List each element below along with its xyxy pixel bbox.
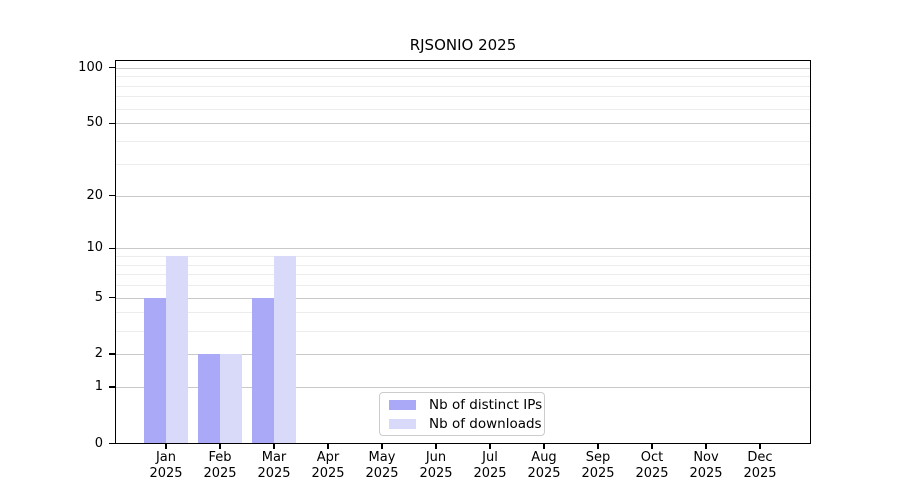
gridline-minor [115,312,811,314]
x-tick-label: Sep 2025 [581,449,615,482]
gridline-minor [115,255,811,257]
legend-swatch-distinct-ips-icon [389,399,416,410]
x-tick-mark [273,443,275,449]
x-tick-label: Nov 2025 [689,449,723,482]
gridline-minor [115,264,811,266]
bar-distinct-ips [198,354,220,444]
y-tick-label: 2 [94,346,103,362]
legend: Nb of distinct IPs Nb of downloads [379,392,545,436]
gridline-minor [115,76,811,78]
x-tick-mark [327,443,329,449]
y-tick-label: 50 [86,115,103,131]
x-tick-label: Feb 2025 [203,449,237,482]
x-tick-label: Apr 2025 [311,449,345,482]
gridline-minor [115,330,811,332]
x-tick-label: May 2025 [365,449,399,482]
gridline-major [115,123,811,125]
legend-label-downloads: Nb of downloads [429,415,542,432]
x-tick-mark [165,443,167,449]
x-tick-label: Aug 2025 [527,449,561,482]
x-tick-mark [381,443,383,449]
gridline-major [115,354,811,356]
bar-downloads [220,354,242,444]
gridline-major [115,248,811,250]
x-tick-label: Mar 2025 [257,449,291,482]
gridline-minor [115,141,811,143]
y-tick-mark [109,296,115,299]
y-tick-mark [109,122,115,124]
x-tick-mark [219,443,221,449]
y-tick-mark [109,386,115,388]
bar-distinct-ips [252,297,274,444]
x-tick-label: Jul 2025 [473,449,507,482]
gridline-minor [115,274,811,276]
gridline-major [115,387,811,389]
x-tick-mark [759,443,761,449]
x-tick-label: Oct 2025 [635,449,669,482]
x-tick-label: Jun 2025 [419,449,453,482]
bar-downloads [274,255,296,444]
gridline-minor [115,85,811,87]
legend-item-downloads: Nb of downloads [389,416,542,432]
bar-distinct-ips [144,297,166,444]
x-tick-mark [543,443,545,449]
x-tick-mark [705,443,707,449]
x-tick-label: Dec 2025 [743,449,777,482]
y-tick-label: 0 [94,435,103,451]
y-tick-mark [109,67,115,69]
chart-title: RJSONIO 2025 [409,36,517,54]
y-tick-label: 1 [94,379,103,395]
gridline-minor [115,163,811,165]
gridline-major [115,67,811,69]
y-tick-mark [109,247,115,249]
y-tick-mark [109,442,115,445]
x-tick-mark [435,443,437,449]
gridline-minor [115,96,811,98]
y-tick-label: 100 [78,59,103,75]
y-tick-label: 10 [86,240,103,256]
x-tick-label: Jan 2025 [149,449,183,482]
gridline-minor [115,285,811,287]
x-tick-mark [651,443,653,449]
bar-downloads [166,255,188,444]
gridline-major [115,195,811,197]
gridline-minor [115,108,811,110]
y-tick-label: 20 [86,187,103,203]
legend-label-distinct-ips: Nb of distinct IPs [429,396,543,413]
y-tick-mark [109,353,115,355]
legend-item-distinct-ips: Nb of distinct IPs [389,397,542,413]
x-tick-mark [489,443,491,449]
y-tick-label: 5 [94,289,103,305]
y-tick-mark [109,194,115,197]
gridline-major [115,297,811,299]
x-tick-mark [597,443,599,449]
legend-swatch-downloads-icon [389,418,416,429]
